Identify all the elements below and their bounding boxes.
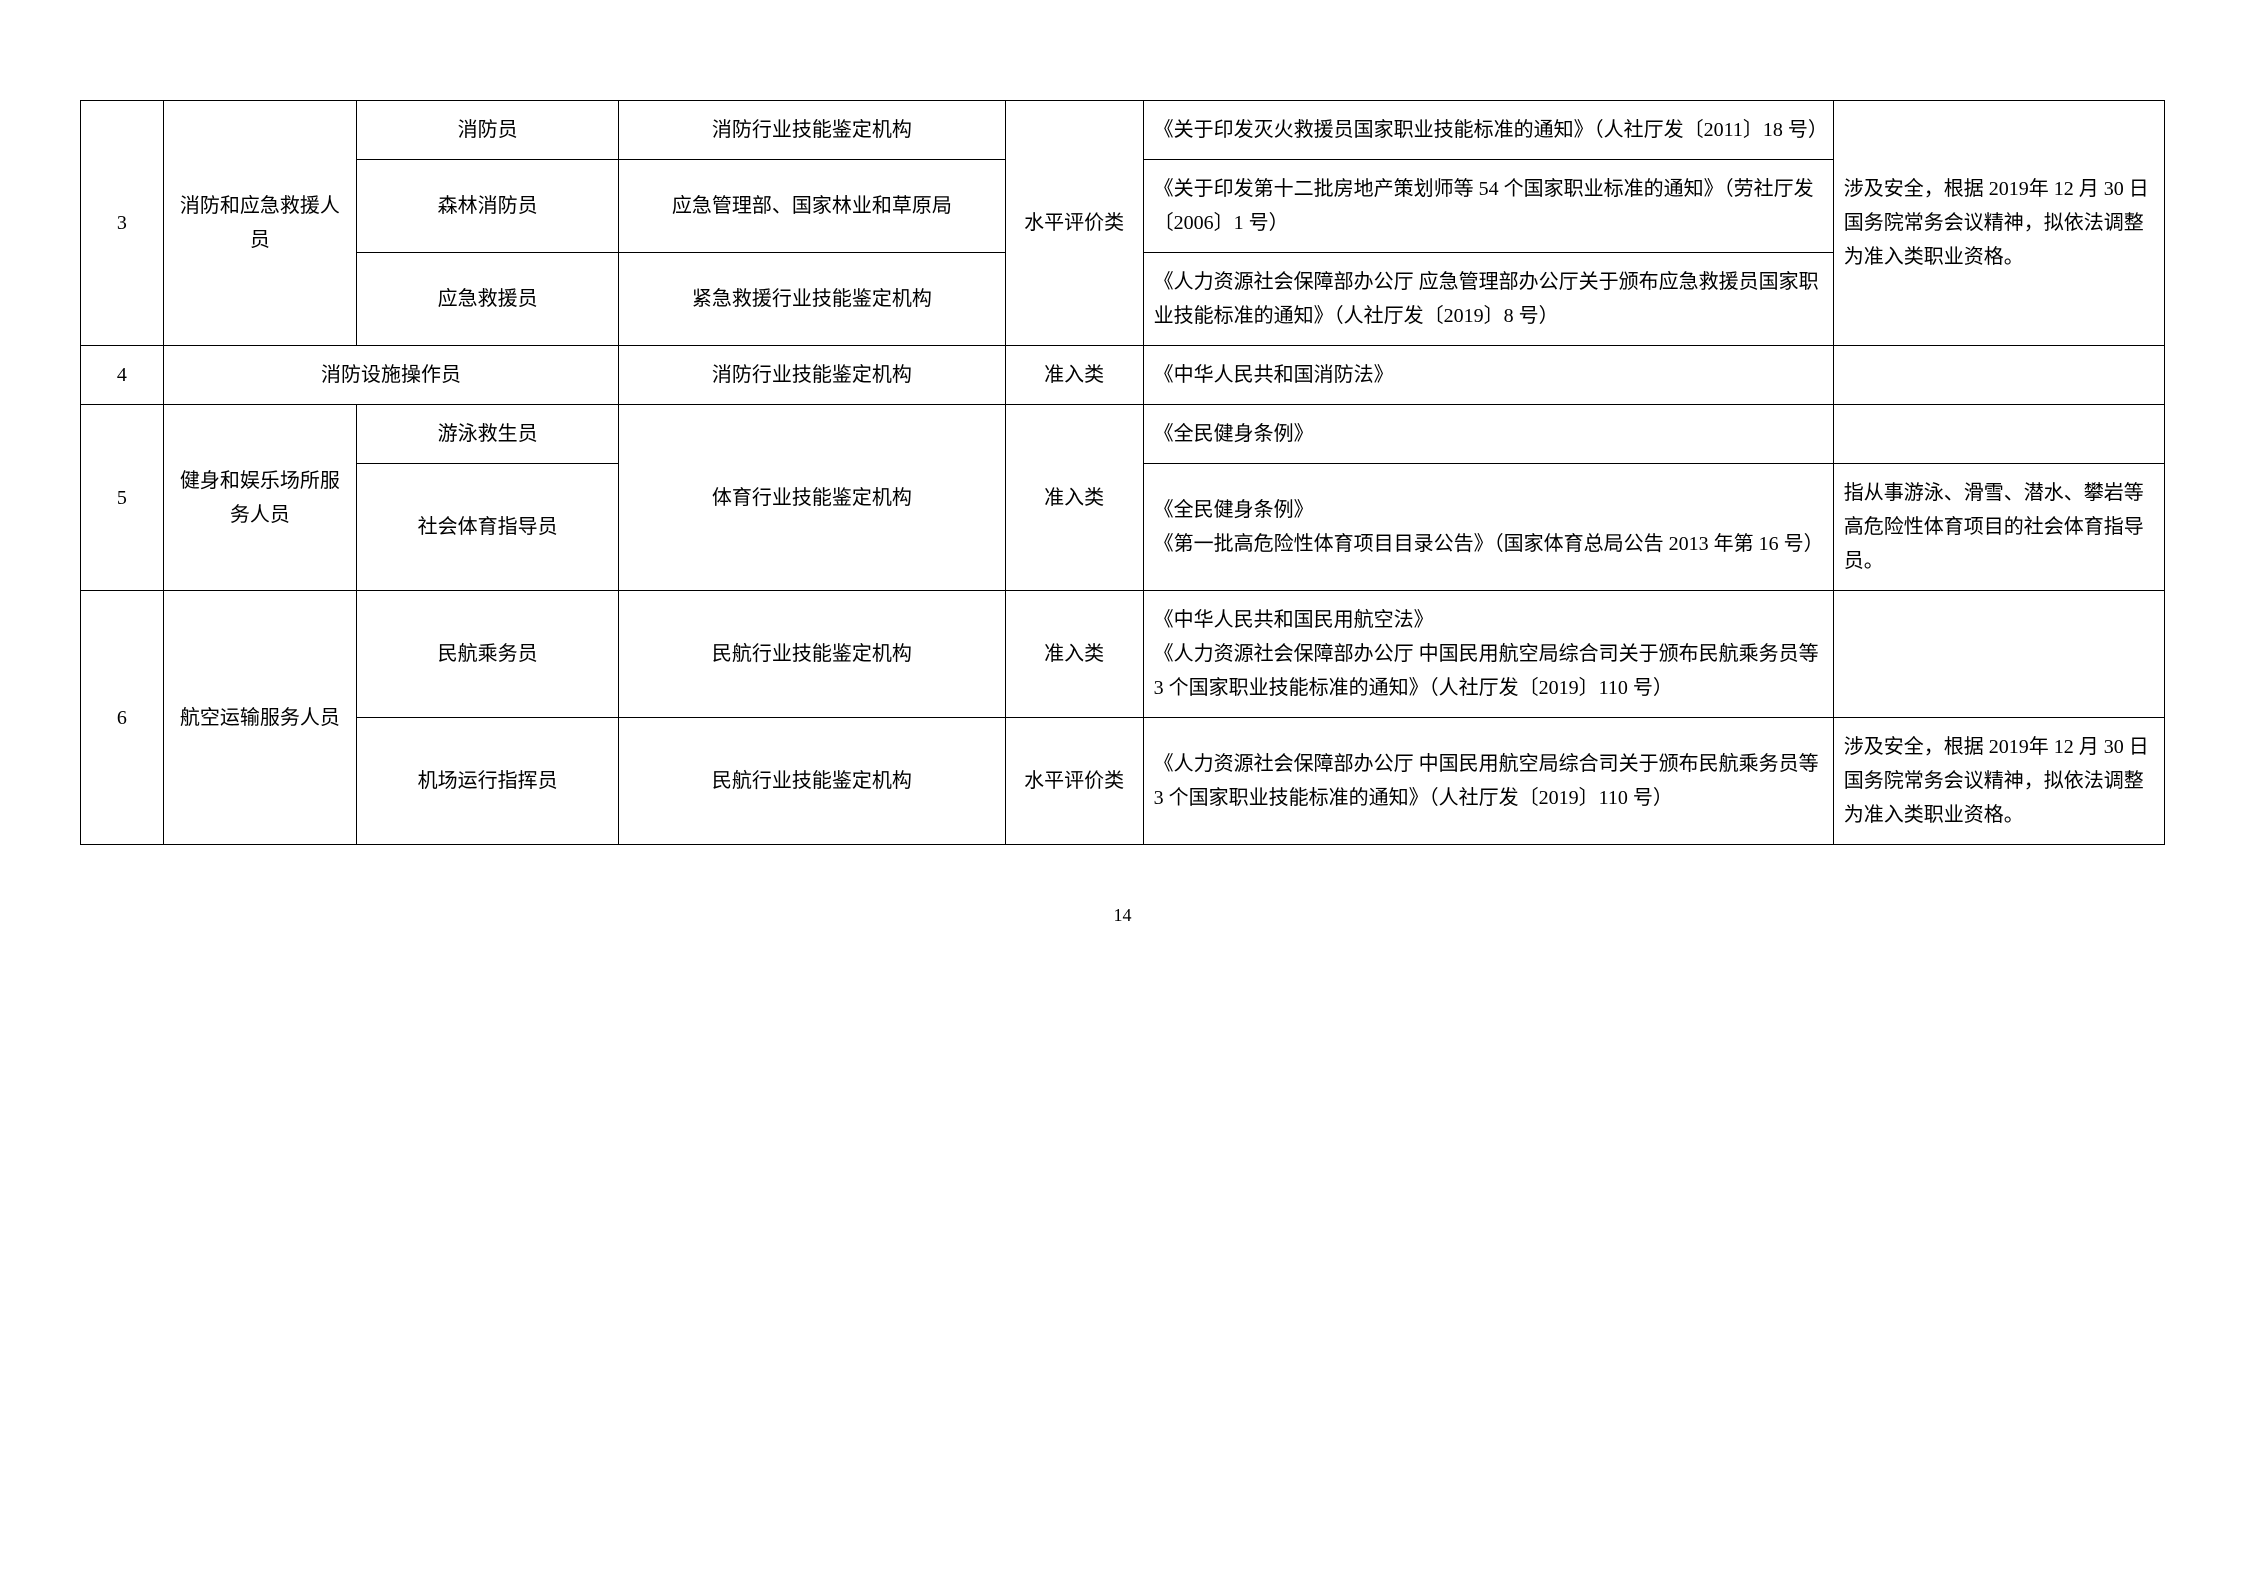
- table-row: 6 航空运输服务人员 民航乘务员 民航行业技能鉴定机构 准入类 《中华人民共和国…: [81, 591, 2165, 718]
- cell-basis: 《中华人民共和国民用航空法》《人力资源社会保障部办公厅 中国民用航空局综合司关于…: [1143, 591, 1833, 718]
- cell-note: [1833, 591, 2164, 718]
- cell-agency: 体育行业技能鉴定机构: [619, 405, 1005, 591]
- cell-role: 机场运行指挥员: [357, 718, 619, 845]
- cell-category: 健身和娱乐场所服务人员: [163, 405, 356, 591]
- cell-basis: 《关于印发灭火救援员国家职业技能标准的通知》（人社厅发〔2011〕18 号）: [1143, 101, 1833, 160]
- cell-num: 5: [81, 405, 164, 591]
- cell-type: 水平评价类: [1005, 101, 1143, 346]
- cell-basis: 《中华人民共和国消防法》: [1143, 346, 1833, 405]
- table-row: 5 健身和娱乐场所服务人员 游泳救生员 体育行业技能鉴定机构 准入类 《全民健身…: [81, 405, 2165, 464]
- cell-type: 准入类: [1005, 591, 1143, 718]
- cell-basis: 《人力资源社会保障部办公厅 应急管理部办公厅关于颁布应急救援员国家职业技能标准的…: [1143, 253, 1833, 346]
- cell-category: 消防和应急救援人员: [163, 101, 356, 346]
- cell-basis: 《人力资源社会保障部办公厅 中国民用航空局综合司关于颁布民航乘务员等 3 个国家…: [1143, 718, 1833, 845]
- cell-num: 3: [81, 101, 164, 346]
- cell-role: 游泳救生员: [357, 405, 619, 464]
- cell-agency: 消防行业技能鉴定机构: [619, 346, 1005, 405]
- cell-basis: 《关于印发第十二批房地产策划师等 54 个国家职业标准的通知》（劳社厅发〔200…: [1143, 160, 1833, 253]
- cell-note: 指从事游泳、滑雪、潜水、攀岩等高危险性体育项目的社会体育指导员。: [1833, 464, 2164, 591]
- cell-type: 准入类: [1005, 346, 1143, 405]
- cell-note: [1833, 405, 2164, 464]
- cell-role: 民航乘务员: [357, 591, 619, 718]
- cell-agency: 紧急救援行业技能鉴定机构: [619, 253, 1005, 346]
- cell-note: [1833, 346, 2164, 405]
- cell-basis: 《全民健身条例》: [1143, 405, 1833, 464]
- cell-type: 准入类: [1005, 405, 1143, 591]
- cell-num: 6: [81, 591, 164, 845]
- cell-agency: 应急管理部、国家林业和草原局: [619, 160, 1005, 253]
- table-row: 4 消防设施操作员 消防行业技能鉴定机构 准入类 《中华人民共和国消防法》: [81, 346, 2165, 405]
- cell-role: 森林消防员: [357, 160, 619, 253]
- table-row: 机场运行指挥员 民航行业技能鉴定机构 水平评价类 《人力资源社会保障部办公厅 中…: [81, 718, 2165, 845]
- cell-type: 水平评价类: [1005, 718, 1143, 845]
- cell-note: 涉及安全，根据 2019年 12 月 30 日国务院常务会议精神，拟依法调整为准…: [1833, 101, 2164, 346]
- cell-role: 社会体育指导员: [357, 464, 619, 591]
- cell-role: 消防员: [357, 101, 619, 160]
- cell-basis: 《全民健身条例》《第一批高危险性体育项目目录公告》（国家体育总局公告 2013 …: [1143, 464, 1833, 591]
- cell-role: 应急救援员: [357, 253, 619, 346]
- cell-num: 4: [81, 346, 164, 405]
- table-row: 3 消防和应急救援人员 消防员 消防行业技能鉴定机构 水平评价类 《关于印发灭火…: [81, 101, 2165, 160]
- cell-agency: 消防行业技能鉴定机构: [619, 101, 1005, 160]
- table-container: 3 消防和应急救援人员 消防员 消防行业技能鉴定机构 水平评价类 《关于印发灭火…: [80, 100, 2165, 845]
- qualification-table: 3 消防和应急救援人员 消防员 消防行业技能鉴定机构 水平评价类 《关于印发灭火…: [80, 100, 2165, 845]
- cell-category-role: 消防设施操作员: [163, 346, 618, 405]
- cell-category: 航空运输服务人员: [163, 591, 356, 845]
- cell-agency: 民航行业技能鉴定机构: [619, 718, 1005, 845]
- page-number: 14: [1114, 905, 1132, 926]
- cell-agency: 民航行业技能鉴定机构: [619, 591, 1005, 718]
- cell-note: 涉及安全，根据 2019年 12 月 30 日国务院常务会议精神，拟依法调整为准…: [1833, 718, 2164, 845]
